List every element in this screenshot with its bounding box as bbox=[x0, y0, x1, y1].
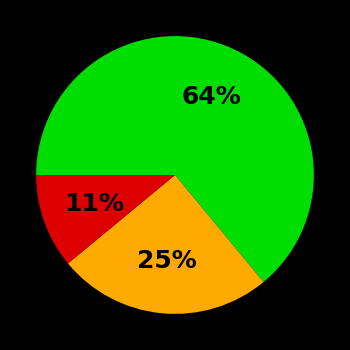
Text: 64%: 64% bbox=[182, 85, 241, 109]
Text: 25%: 25% bbox=[137, 249, 197, 273]
Wedge shape bbox=[36, 175, 175, 264]
Wedge shape bbox=[36, 36, 314, 282]
Wedge shape bbox=[68, 175, 264, 314]
Text: 11%: 11% bbox=[64, 192, 124, 216]
